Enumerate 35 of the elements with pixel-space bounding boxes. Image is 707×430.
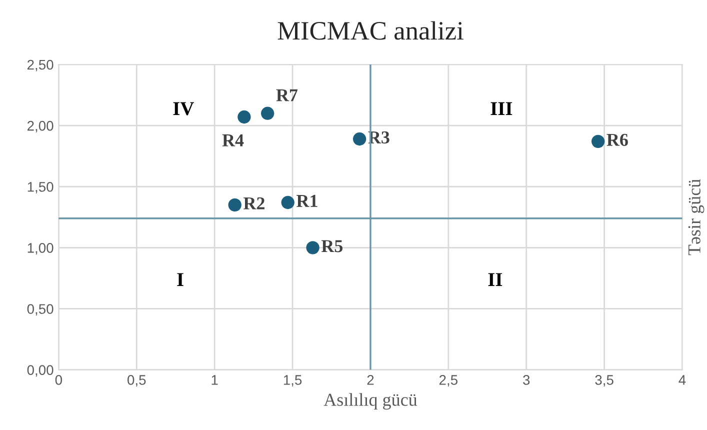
x-tick-label: 2 bbox=[367, 375, 374, 385]
annotation: I bbox=[177, 273, 184, 286]
x-tick-label: 3,5 bbox=[595, 375, 614, 387]
x-tick-label: 3 bbox=[523, 375, 530, 385]
series-label: R6 bbox=[606, 134, 628, 146]
x-tick-label: 0,5 bbox=[128, 375, 146, 387]
point bbox=[281, 196, 294, 210]
annotation: IV bbox=[173, 102, 194, 116]
series-label: R7 bbox=[276, 89, 298, 102]
x-tick-label: 1 bbox=[212, 375, 218, 385]
series-label: R5 bbox=[321, 240, 343, 252]
x-tick-label: 2,5 bbox=[439, 375, 458, 387]
y-tick-label: 1,50 bbox=[28, 182, 54, 194]
y-tick-label: 2,00 bbox=[27, 120, 54, 132]
point bbox=[260, 106, 274, 120]
y-tick-label: 1,00 bbox=[28, 243, 54, 254]
annotation: III bbox=[490, 102, 512, 115]
series-label: R4 bbox=[222, 134, 244, 146]
annotation: II bbox=[488, 273, 502, 286]
x-tick-label: 4 bbox=[678, 375, 686, 385]
x-tick-label: 1,5 bbox=[284, 375, 302, 387]
point bbox=[238, 110, 251, 124]
x-axis-title: Asılılıq gücü bbox=[324, 393, 418, 410]
point bbox=[306, 241, 320, 254]
series-label: R1 bbox=[296, 194, 318, 207]
y-axis-title: Təsir gücü bbox=[688, 179, 704, 256]
chart-title: MICMAC analizi bbox=[278, 21, 464, 40]
series-label: R2 bbox=[243, 197, 264, 210]
y-tick-label: 0,00 bbox=[27, 365, 54, 377]
x-tick-label: 0 bbox=[55, 375, 62, 385]
y-tick-label: 2,50 bbox=[27, 60, 54, 72]
point bbox=[591, 134, 605, 148]
point bbox=[228, 198, 242, 212]
y-tick-label: 0,50 bbox=[27, 304, 54, 316]
point bbox=[352, 132, 366, 146]
